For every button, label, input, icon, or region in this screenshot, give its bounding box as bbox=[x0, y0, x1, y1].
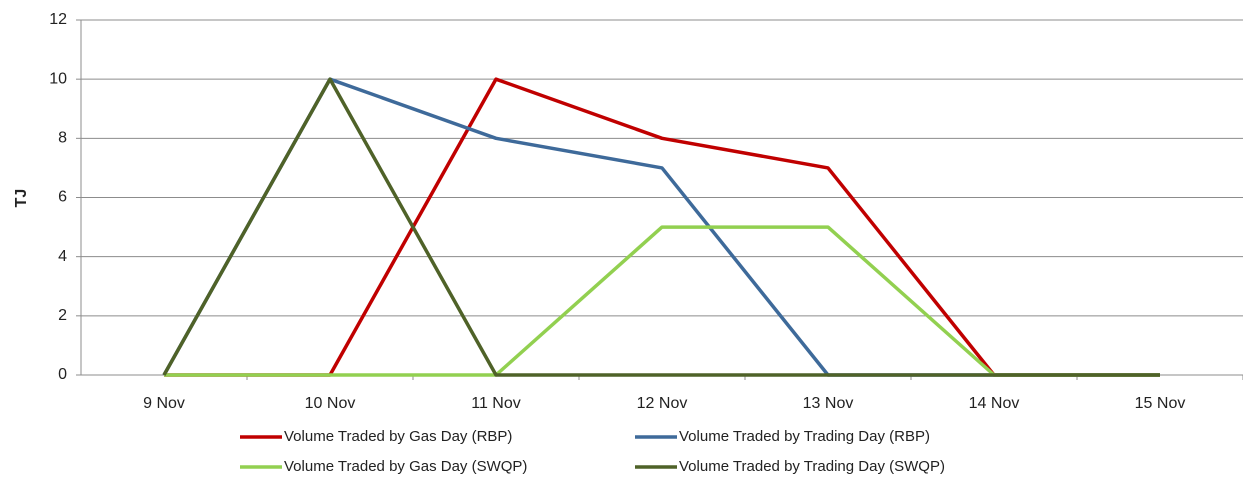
legend-label: Volume Traded by Gas Day (RBP) bbox=[284, 428, 512, 445]
x-tick-label: 12 Nov bbox=[637, 395, 688, 412]
y-tick-label: 6 bbox=[58, 189, 67, 206]
y-tick-label: 10 bbox=[49, 70, 67, 87]
legend-label: Volume Traded by Gas Day (SWQP) bbox=[284, 458, 527, 475]
series-line bbox=[164, 225, 1160, 377]
x-tick-label: 10 Nov bbox=[305, 395, 356, 412]
series-line bbox=[162, 77, 1160, 377]
y-tick-label: 2 bbox=[58, 307, 67, 324]
x-tick-label: 11 Nov bbox=[471, 395, 521, 412]
y-tick-label: 0 bbox=[58, 366, 67, 383]
y-tick-label: 8 bbox=[58, 130, 67, 147]
x-tick-label: 14 Nov bbox=[969, 395, 1020, 412]
y-tick-label: 4 bbox=[58, 248, 67, 265]
legend-label: Volume Traded by Trading Day (SWQP) bbox=[679, 458, 945, 475]
x-tick-label: 13 Nov bbox=[803, 395, 854, 412]
legend-label: Volume Traded by Trading Day (RBP) bbox=[679, 428, 930, 445]
x-tick-label: 9 Nov bbox=[143, 395, 185, 412]
x-tick-label: 15 Nov bbox=[1135, 395, 1186, 412]
y-axis-label: TJ bbox=[13, 189, 30, 208]
y-tick-label: 12 bbox=[49, 11, 67, 28]
